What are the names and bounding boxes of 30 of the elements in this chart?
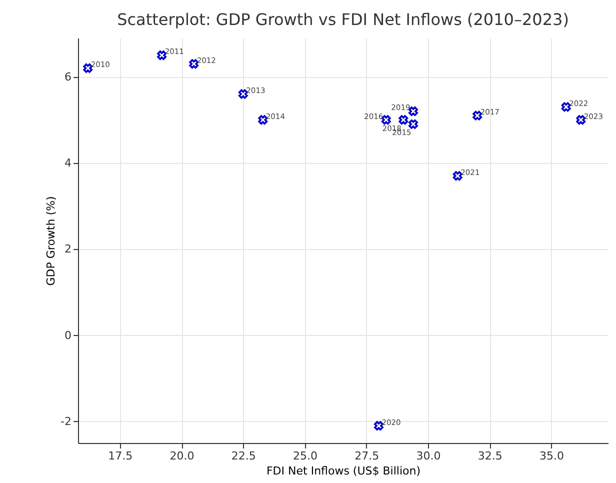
point (452, 171, 462, 181)
y-axis-title: GDP Growth (%) (44, 196, 58, 286)
point (238, 89, 248, 99)
x-tick-label: 17.5 (108, 450, 133, 462)
y-tick-label: 0 (64, 328, 72, 342)
x-tick-label: 32.5 (478, 450, 502, 462)
x-tick-label: 27.5 (354, 450, 380, 462)
point (408, 119, 418, 129)
y-tick-label: -2 (60, 414, 72, 428)
point (157, 50, 167, 60)
point (398, 115, 408, 125)
x-tick-label: 22.5 (231, 450, 256, 462)
point (83, 63, 93, 73)
x-tick-label: 30.0 (416, 450, 441, 462)
point (381, 115, 391, 125)
y-tick-label: 2 (64, 242, 72, 256)
point (561, 102, 571, 112)
point (189, 59, 199, 69)
y-tick-label: 4 (64, 156, 72, 170)
chart-title: Scatterplot: GDP Growth vs FDI Net Inflows (2010–2023) (117, 10, 569, 29)
x-tick-label: 35.0 (540, 450, 564, 462)
point (408, 106, 418, 116)
x-tick-label: 25.0 (293, 450, 318, 462)
x-tick-label: 20.0 (170, 450, 194, 462)
point (472, 110, 482, 120)
x-axis-title: FDI Net Inflows (US$ Billion) (266, 464, 421, 478)
point (258, 115, 268, 125)
point (576, 115, 586, 125)
point (374, 421, 384, 430)
y-tick-label: 6 (64, 70, 72, 84)
